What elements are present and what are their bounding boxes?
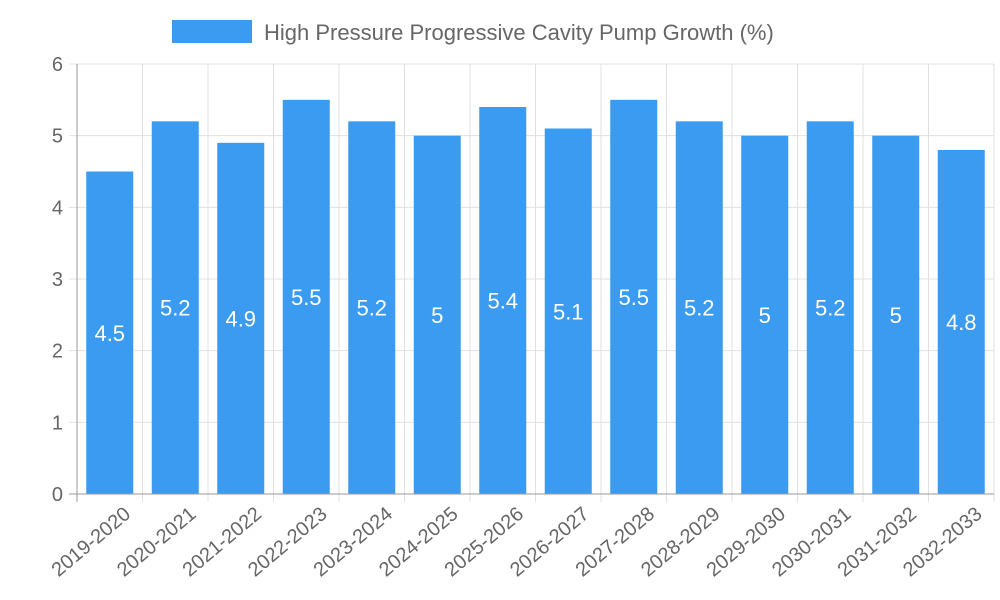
y-tick-label: 3 xyxy=(52,269,63,291)
bar-value-label: 5.2 xyxy=(684,296,715,321)
bar xyxy=(937,150,985,494)
bar xyxy=(348,121,396,494)
y-axis-ticks: 0 1 2 3 4 5 6 xyxy=(52,54,63,506)
bar-value-label: 5.4 xyxy=(487,289,518,314)
bar xyxy=(217,142,265,495)
bar-value-label: 5.1 xyxy=(553,299,584,324)
legend-swatch xyxy=(172,20,252,43)
bar-value-label: 4.5 xyxy=(94,321,125,346)
bar-labels: 4.5 5.2 4.9 5.5 5.2 5 5.4 5.1 5.5 5.2 5 5.2 5 4.8 xyxy=(94,285,976,346)
bar xyxy=(741,135,789,494)
bar-value-label: 5 xyxy=(431,303,443,328)
bar xyxy=(872,135,920,494)
bar-value-label: 5.2 xyxy=(815,296,846,321)
bar xyxy=(479,107,527,494)
y-tick-label: 5 xyxy=(52,126,63,148)
y-tick-label: 6 xyxy=(52,54,63,76)
bars xyxy=(86,99,985,495)
bar-value-label: 5 xyxy=(759,303,771,328)
y-tick-label: 4 xyxy=(52,197,63,219)
legend: High Pressure Progressive Cavity Pump Gr… xyxy=(172,20,774,45)
bar-value-label: 5.2 xyxy=(356,296,387,321)
bar xyxy=(151,121,199,494)
bar xyxy=(675,121,723,494)
bar xyxy=(86,171,134,494)
bar-value-label: 5.2 xyxy=(160,296,191,321)
legend-label: High Pressure Progressive Cavity Pump Gr… xyxy=(264,20,774,45)
bar xyxy=(413,135,461,494)
bar xyxy=(282,99,330,494)
bar-value-label: 5.5 xyxy=(291,285,322,310)
y-tick-label: 0 xyxy=(52,484,63,506)
grid xyxy=(69,63,995,502)
bar-value-label: 4.9 xyxy=(225,306,256,331)
y-tick-label: 2 xyxy=(52,341,63,363)
bar xyxy=(544,128,592,494)
bar-value-label: 5 xyxy=(890,303,902,328)
bar xyxy=(610,99,658,494)
y-tick-label: 1 xyxy=(52,412,63,434)
x-axis-ticks: 2019-20202020-20212021-20222022-20232023… xyxy=(48,503,987,581)
bar-value-label: 5.5 xyxy=(618,285,649,310)
bar xyxy=(806,121,854,494)
axes xyxy=(76,64,994,495)
bar-value-label: 4.8 xyxy=(946,310,977,335)
